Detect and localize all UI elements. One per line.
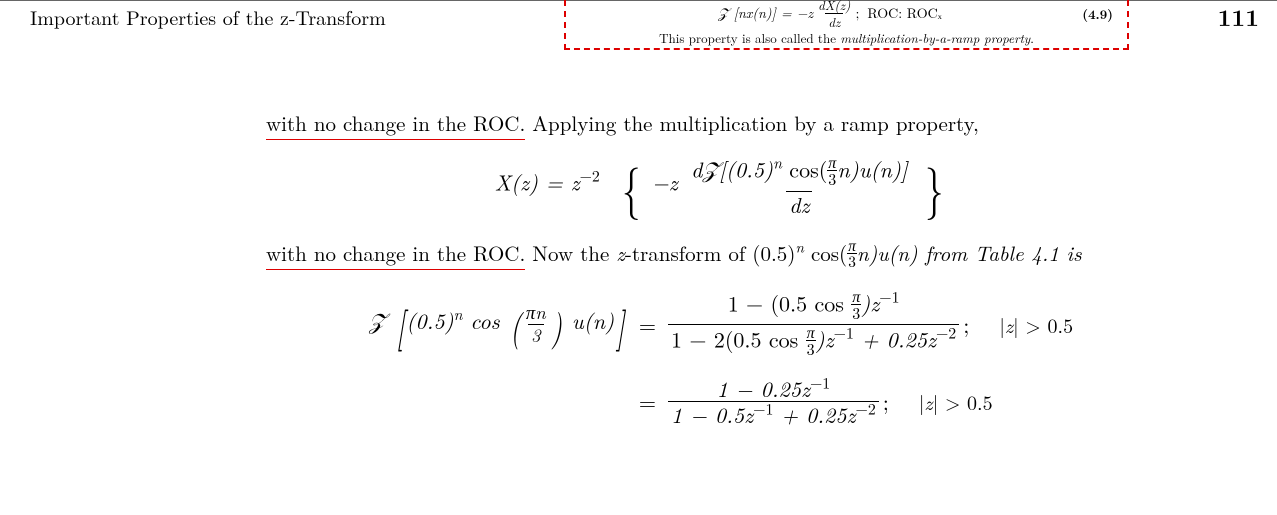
body-text: with no change in the ROC. Applying the …	[266, 108, 1176, 426]
property-eq-frac-num: dX(z)	[815, 0, 853, 13]
eq1-inner-pre: −z	[652, 167, 678, 198]
para1-underlined: with no change in the ROC.	[266, 108, 525, 140]
p2exp: n	[795, 236, 804, 257]
para2-underlined: with no change in the ROC.	[266, 238, 525, 270]
eq1-frac-num: d𝒵[(0.5)n cos(π3n)u(n)]	[688, 156, 911, 190]
r1nb: )z	[861, 287, 879, 318]
property-roc: ROC: ROCₓ	[867, 3, 941, 23]
semicolon: ;	[855, 3, 859, 23]
caption-em: multiplication-by-a-ramp property	[840, 28, 1030, 47]
semicolon-2: ;	[883, 386, 889, 418]
eq2-lhs-exp: n	[454, 303, 463, 326]
paren-close: )	[551, 310, 562, 340]
p2a: Now the	[525, 238, 616, 268]
eq1-lhs: X(z) = z	[495, 167, 580, 198]
eq1-fn-mid: cos(	[782, 154, 827, 185]
eq1-frac: d𝒵[(0.5)n cos(π3n)u(n)] dz	[688, 156, 911, 215]
r2da: 1 − 0.5z	[671, 399, 753, 430]
section-title-text: Important Properties of the z-Transform	[30, 2, 386, 31]
eq1-exp: −2	[580, 164, 600, 187]
eq2-lhs-a: (0.5)	[406, 305, 453, 336]
brace-close: }	[925, 165, 943, 207]
r1nsfd: 3	[851, 304, 861, 321]
equation-1: X(z) = z−2 { −z d𝒵[(0.5)n cos(π3n)u(n)] …	[266, 156, 1176, 215]
eq2-rhs-1: 1 − (0.5 cos π3)z−1 1 − 2(0.5 cos π3)z−1…	[668, 290, 1073, 359]
paragraph-1: with no change in the ROC. Applying the …	[266, 108, 1176, 138]
page: Important Properties of the z-Transform …	[0, 0, 1277, 515]
p2d: n)u(n) from Table 4.1 is	[857, 238, 1082, 268]
section-title: Important Properties of the z-Transform	[30, 2, 386, 31]
eq1-fn-exp: n	[773, 151, 782, 174]
para1-rest: Applying the multiplication by a ramp pr…	[525, 108, 979, 138]
eq2-lhs-b: cos	[463, 305, 508, 336]
bracket-close: ]	[616, 308, 624, 341]
p2-sfrac: π3	[847, 238, 857, 270]
property-caption: This property is also called the multipl…	[566, 28, 1127, 47]
eq2-Z: 𝒵	[369, 309, 386, 334]
eq1-fn-post: n)u(n)]	[837, 154, 907, 185]
property-eq-frac: dX(z) dz	[815, 0, 853, 28]
r2db: + 0.25z	[773, 399, 855, 430]
r2de2: −2	[856, 397, 876, 420]
eq2-r2-den: 1 − 0.5z−1 + 0.25z−2	[668, 401, 879, 426]
eq2-equals-1: =	[639, 309, 656, 341]
property-eq-lhs: 𝒵 [nx(n)] = −z	[718, 3, 813, 23]
eq1-content: X(z) = z−2 { −z d𝒵[(0.5)n cos(π3n)u(n)] …	[495, 156, 948, 215]
r1na: 1 − (0.5 cos	[728, 287, 852, 318]
r1nexp: −1	[879, 285, 899, 308]
eq2-lf-n: πn	[523, 303, 549, 324]
eq2-rhs-2: 1 − 0.25z−1 1 − 0.5z−1 + 0.25z−2 ; |z| >…	[668, 377, 1073, 426]
eq2-r1-den: 1 − 2(0.5 cos π3)z−1 + 0.25z−2	[668, 324, 959, 359]
property-equation-row: 𝒵 [nx(n)] = −z dX(z) dz ; ROC: ROCₓ (4.9…	[566, 0, 1127, 26]
eq1-frac-den: dz	[786, 191, 812, 216]
r1dc: + 0.25z	[854, 323, 936, 354]
caption-pre: This property is also called the	[659, 28, 840, 47]
eq2-r2-num: 1 − 0.25z−1	[714, 377, 834, 401]
r1dsfd: 3	[806, 340, 816, 357]
eq2-equals-2: =	[639, 386, 656, 418]
eq1-fn-a: d𝒵[(0.5)	[691, 154, 773, 185]
equation-2-align: 𝒵 [(0.5)n cos (πn3) u(n)] = 1 − (0.5 cos…	[369, 290, 1073, 426]
equation-number: (4.9)	[1082, 4, 1113, 23]
caption-post: .	[1030, 28, 1034, 47]
p2z: z	[616, 238, 625, 268]
eq2-lhs-frac: πn3	[523, 303, 549, 345]
r1dsf: π3	[806, 324, 816, 357]
r1de1: −1	[834, 321, 854, 344]
roc-1: |z| > 0.5	[999, 310, 1073, 339]
roc-2: |z| > 0.5	[919, 387, 993, 416]
page-number: 111	[1218, 0, 1259, 34]
eq2-lf-d: 3	[528, 324, 544, 346]
r1db: )z	[816, 323, 834, 354]
p2sfd: 3	[847, 253, 857, 269]
p2c: cos(	[804, 238, 847, 268]
r2de1: −1	[753, 397, 773, 420]
property-box: 𝒵 [nx(n)] = −z dX(z) dz ; ROC: ROCₓ (4.9…	[564, 0, 1129, 50]
eq2-lhs: 𝒵 [(0.5)n cos (πn3) u(n)]	[369, 303, 627, 345]
r1nsf: π3	[851, 288, 861, 321]
p2b: -transform of (0.5)	[625, 238, 796, 268]
paragraph-2: with no change in the ROC. Now the z-tra…	[266, 238, 1176, 272]
eq2-r1-num: 1 − (0.5 cos π3)z−1	[725, 290, 903, 324]
brace-open: {	[622, 165, 640, 207]
semicolon-1: ;	[963, 309, 969, 341]
r1da: 1 − 2(0.5 cos	[671, 323, 806, 354]
property-equation: 𝒵 [nx(n)] = −z dX(z) dz ; ROC: ROCₓ	[718, 0, 942, 28]
r1de2: −2	[936, 321, 956, 344]
property-eq-frac-den: dz	[825, 13, 843, 29]
eq2-lhs-c: u(n)	[564, 305, 614, 336]
bracket-open: [	[396, 308, 404, 341]
eq2-r2-frac: 1 − 0.25z−1 1 − 0.5z−1 + 0.25z−2	[668, 377, 879, 426]
eq1-sf-d: 3	[827, 170, 837, 187]
paren-open: (	[510, 310, 521, 340]
r2ne: −1	[810, 371, 830, 394]
eq2-r1-frac: 1 − (0.5 cos π3)z−1 1 − 2(0.5 cos π3)z−1…	[668, 290, 959, 359]
eq1-sfrac: π3	[827, 154, 837, 187]
